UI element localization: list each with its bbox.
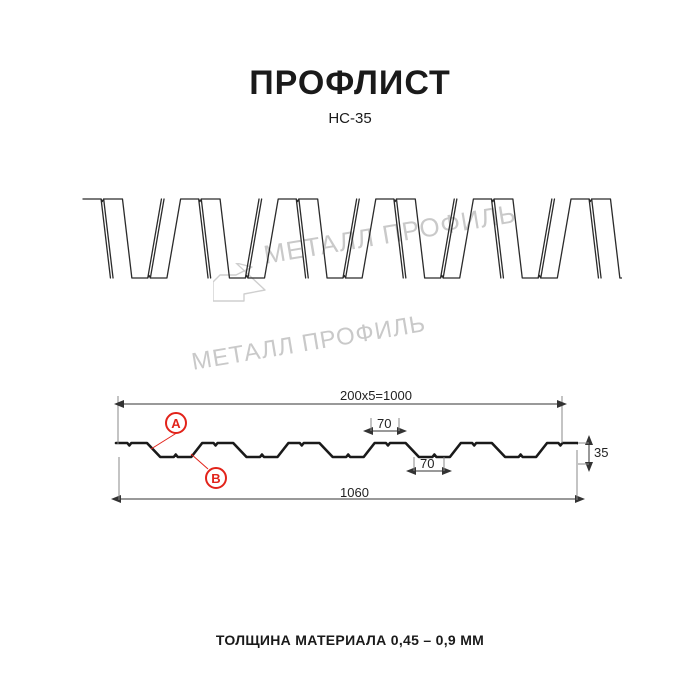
svg-text:B: B: [211, 471, 220, 486]
svg-text:200x5=1000: 200x5=1000: [340, 388, 412, 403]
svg-text:1060: 1060: [340, 485, 369, 500]
svg-text:35: 35: [594, 445, 608, 460]
svg-text:70: 70: [377, 416, 391, 431]
svg-text:70: 70: [420, 456, 434, 471]
svg-text:A: A: [171, 416, 181, 431]
